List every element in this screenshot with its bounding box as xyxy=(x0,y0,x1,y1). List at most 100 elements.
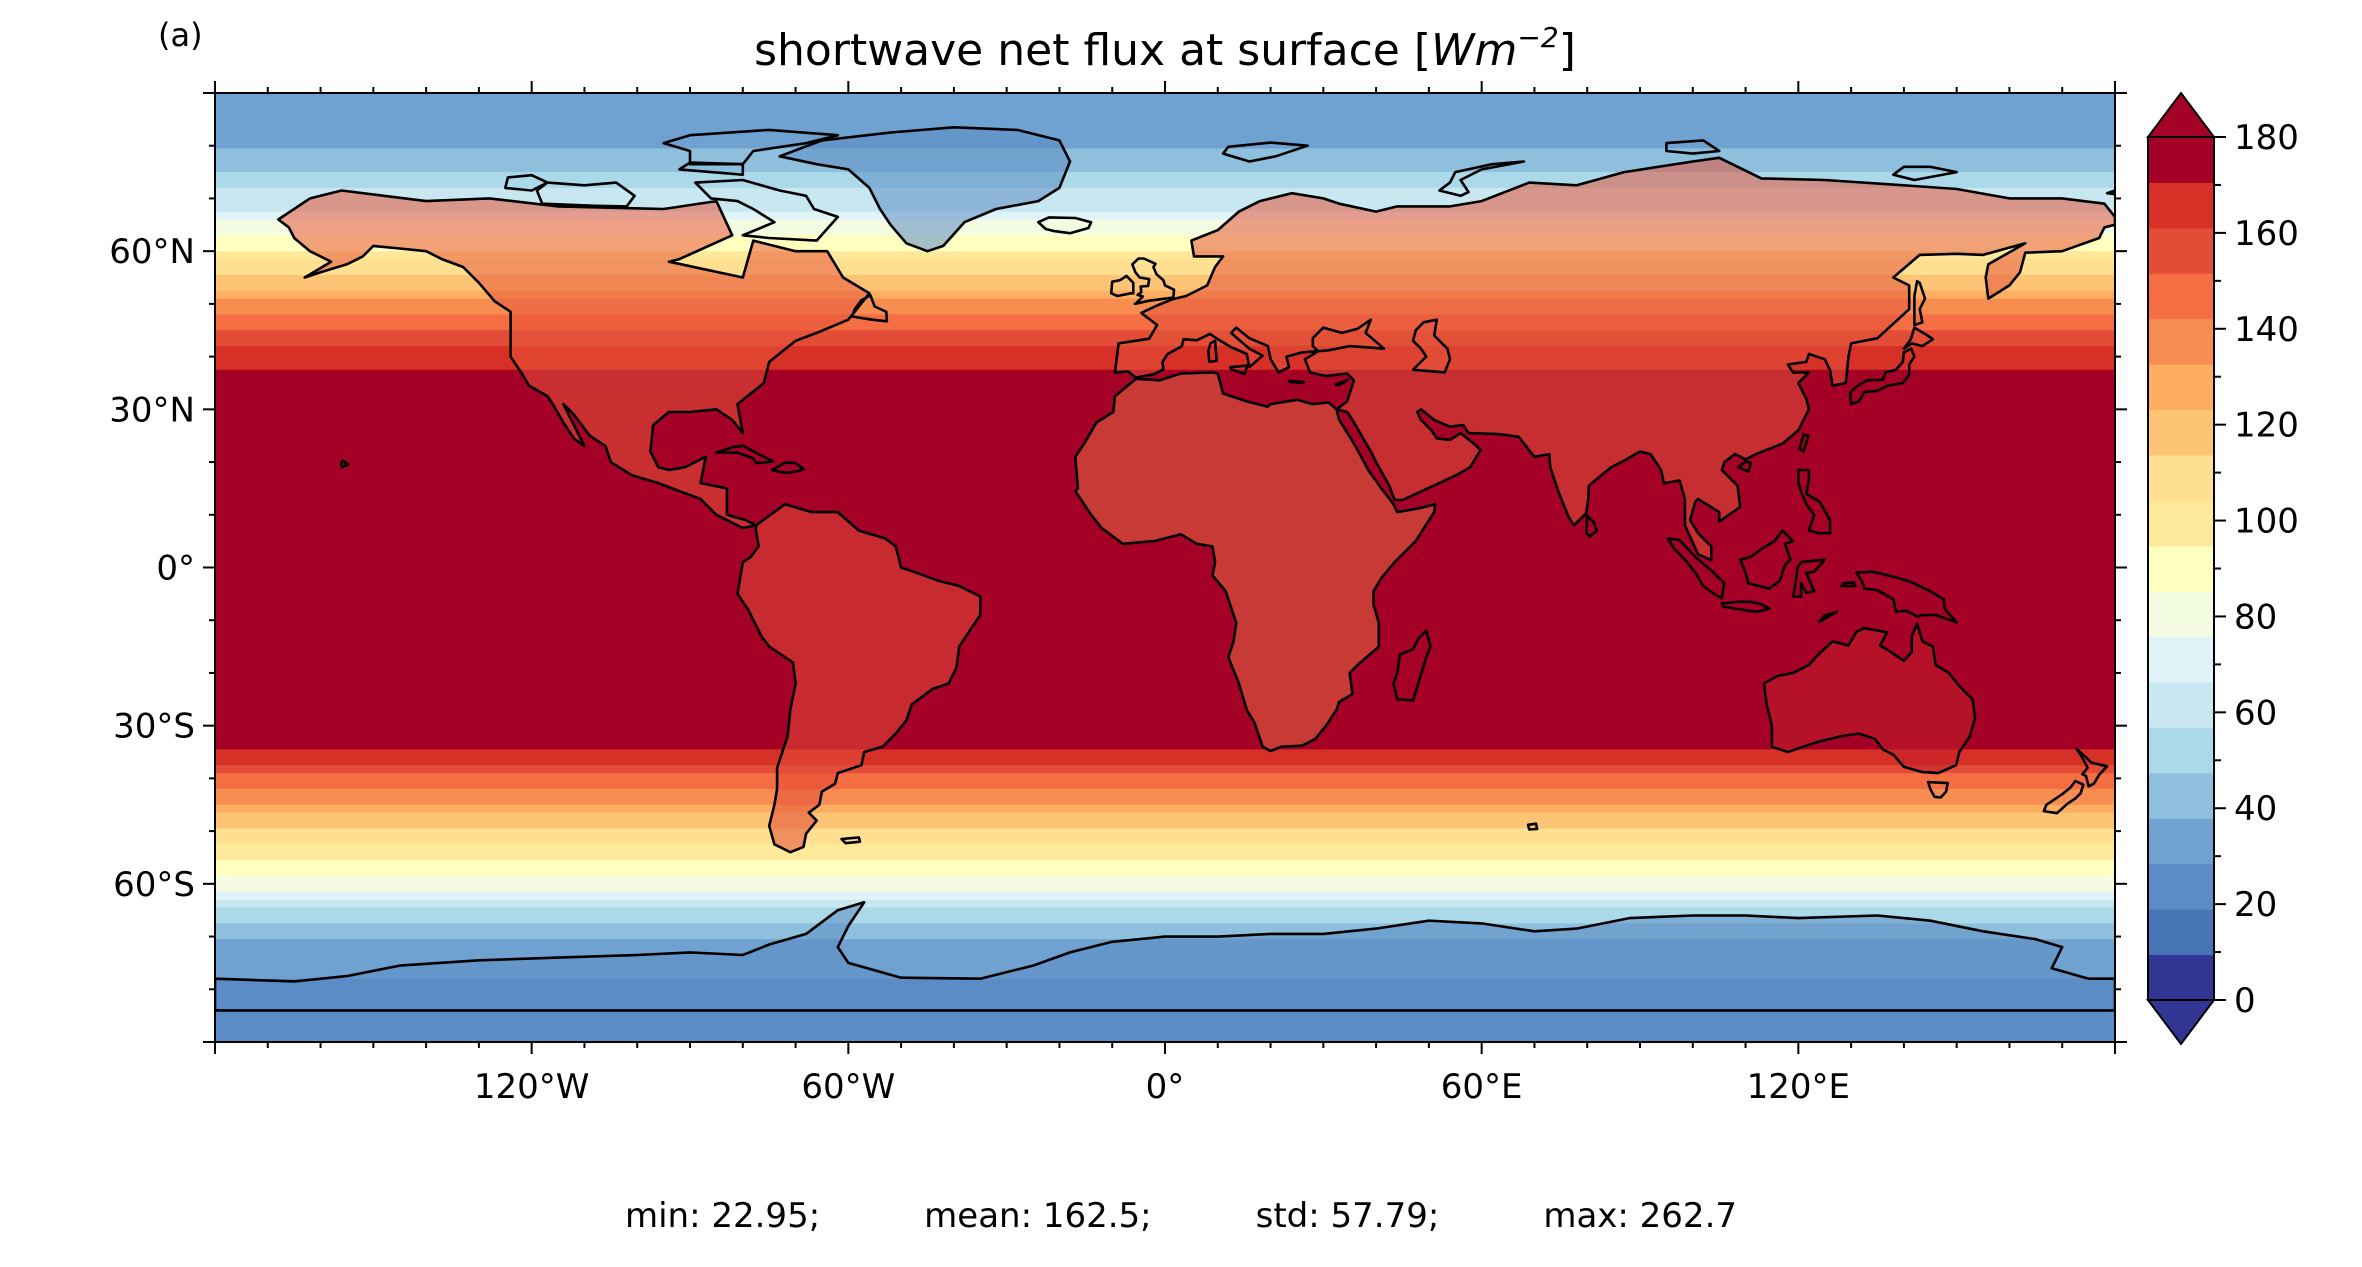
colorbar-tick-label: 100 xyxy=(2234,502,2299,542)
land-tint-australia xyxy=(1764,623,1976,774)
coastline-sulawesi xyxy=(1791,558,1826,598)
coastline-devon xyxy=(678,161,745,176)
field-band xyxy=(215,156,2115,165)
coastline-new-zealand-south xyxy=(2042,779,2085,815)
field-band xyxy=(215,812,2115,822)
field-band xyxy=(215,788,2115,798)
field-band xyxy=(215,820,2115,830)
coastline-severnaya xyxy=(1665,139,1721,155)
coastline-hawaii xyxy=(339,459,350,469)
field-band xyxy=(215,1034,2115,1042)
field-band xyxy=(215,235,2115,244)
stat-max: max: 262.7 xyxy=(1543,1196,1738,1236)
lon-tick-label: 60°E xyxy=(1441,1067,1523,1107)
stat-mean: mean: 162.5; xyxy=(924,1196,1152,1236)
coastline-victoria-island xyxy=(535,181,636,208)
coastline-uk xyxy=(1131,257,1176,306)
field-band xyxy=(215,844,2115,853)
field-band xyxy=(215,535,2115,545)
field-band xyxy=(215,140,2115,149)
field-band xyxy=(215,891,2115,901)
colorbar-tick-label: 120 xyxy=(2234,406,2299,446)
field-band xyxy=(215,100,2115,110)
colorbar-tick-label: 60 xyxy=(2234,693,2277,733)
coastline-ireland xyxy=(1109,274,1135,298)
coastline-north-america xyxy=(276,189,871,530)
coastline-banks-island xyxy=(503,173,549,192)
field-band xyxy=(215,164,2115,173)
field-band xyxy=(215,781,2115,790)
colorbar-segment xyxy=(2148,364,2214,411)
field-band xyxy=(215,923,2115,932)
coastline-new-siberian xyxy=(1892,165,1958,182)
field-band xyxy=(215,567,2115,577)
field-band xyxy=(215,172,2115,181)
lat-tick-label: 0° xyxy=(156,549,195,589)
field-band xyxy=(215,551,2115,561)
field-band xyxy=(215,559,2115,569)
lat-tick-label: 60°N xyxy=(109,232,195,272)
field-band xyxy=(215,709,2115,719)
colorbar-tick-label: 80 xyxy=(2234,597,2277,637)
panel-label: (a) xyxy=(158,16,203,54)
field-band xyxy=(215,749,2115,758)
coastline-iceland xyxy=(1037,216,1093,235)
field-band xyxy=(215,860,2115,869)
field-band xyxy=(215,630,2115,640)
field-band xyxy=(215,836,2115,845)
coastline-timor xyxy=(1818,610,1839,624)
coastline-falklands xyxy=(840,836,862,845)
land-tint-eurasia xyxy=(1114,157,2115,561)
field-band xyxy=(215,907,2115,917)
field-band xyxy=(215,796,2115,806)
field-band xyxy=(215,219,2115,229)
colorbar-segment xyxy=(2148,909,2214,956)
field-band xyxy=(215,899,2115,909)
coastline-kerguelen xyxy=(1526,822,1539,831)
coastline-philippines xyxy=(1797,468,1832,535)
field-band xyxy=(215,717,2115,727)
field-band xyxy=(215,187,2115,197)
stat-min: min: 22.95; xyxy=(624,1196,821,1236)
latitude-axis: 60°N 30°N 0° 30°S 60°S xyxy=(109,92,2127,1043)
colorbar-segment xyxy=(2148,818,2214,865)
colorbar-segment xyxy=(2148,318,2214,365)
field-band xyxy=(215,773,2115,782)
field-band xyxy=(215,765,2115,774)
coastline-newfoundland xyxy=(850,294,889,323)
field-band xyxy=(215,591,2115,600)
colorbar-tick-label: 20 xyxy=(2234,885,2277,925)
field-band xyxy=(215,179,2115,189)
coastline-new-zealand-north xyxy=(2075,747,2109,788)
coastline-novaya-zemlya xyxy=(1438,160,1526,198)
field-band xyxy=(215,741,2115,750)
coastline-sumatra xyxy=(1666,537,1726,600)
colorbar: 0 20 40 60 80 100 120 140 160 180 xyxy=(2146,91,2299,1046)
field-band xyxy=(215,701,2115,711)
field-band xyxy=(215,243,2115,252)
field-band xyxy=(215,662,2115,671)
colorbar-extend-min xyxy=(2146,999,2216,1046)
coastline-hispaniola xyxy=(770,461,806,474)
coastline-baffin xyxy=(693,178,840,242)
field-band xyxy=(215,132,2115,142)
field-band xyxy=(215,116,2115,126)
coastline-taiwan xyxy=(1798,433,1810,453)
field-band xyxy=(215,733,2115,743)
coastline-new-guinea xyxy=(1855,570,1958,624)
field-band xyxy=(215,124,2115,134)
coastline-halmahera-seram xyxy=(1840,580,1857,588)
coastline-tasmania xyxy=(1926,780,1949,799)
field-band xyxy=(215,251,2115,260)
field-band xyxy=(215,227,2115,236)
field-band xyxy=(215,282,2115,292)
field-band xyxy=(215,915,2115,924)
field-band xyxy=(215,852,2115,861)
field-band xyxy=(215,575,2115,584)
colorbar-segment xyxy=(2148,137,2214,183)
field-band xyxy=(215,654,2115,663)
colorbar-segment xyxy=(2148,227,2214,274)
lon-tick-label: 120°W xyxy=(474,1067,590,1107)
coastline-greenland xyxy=(778,126,1072,253)
